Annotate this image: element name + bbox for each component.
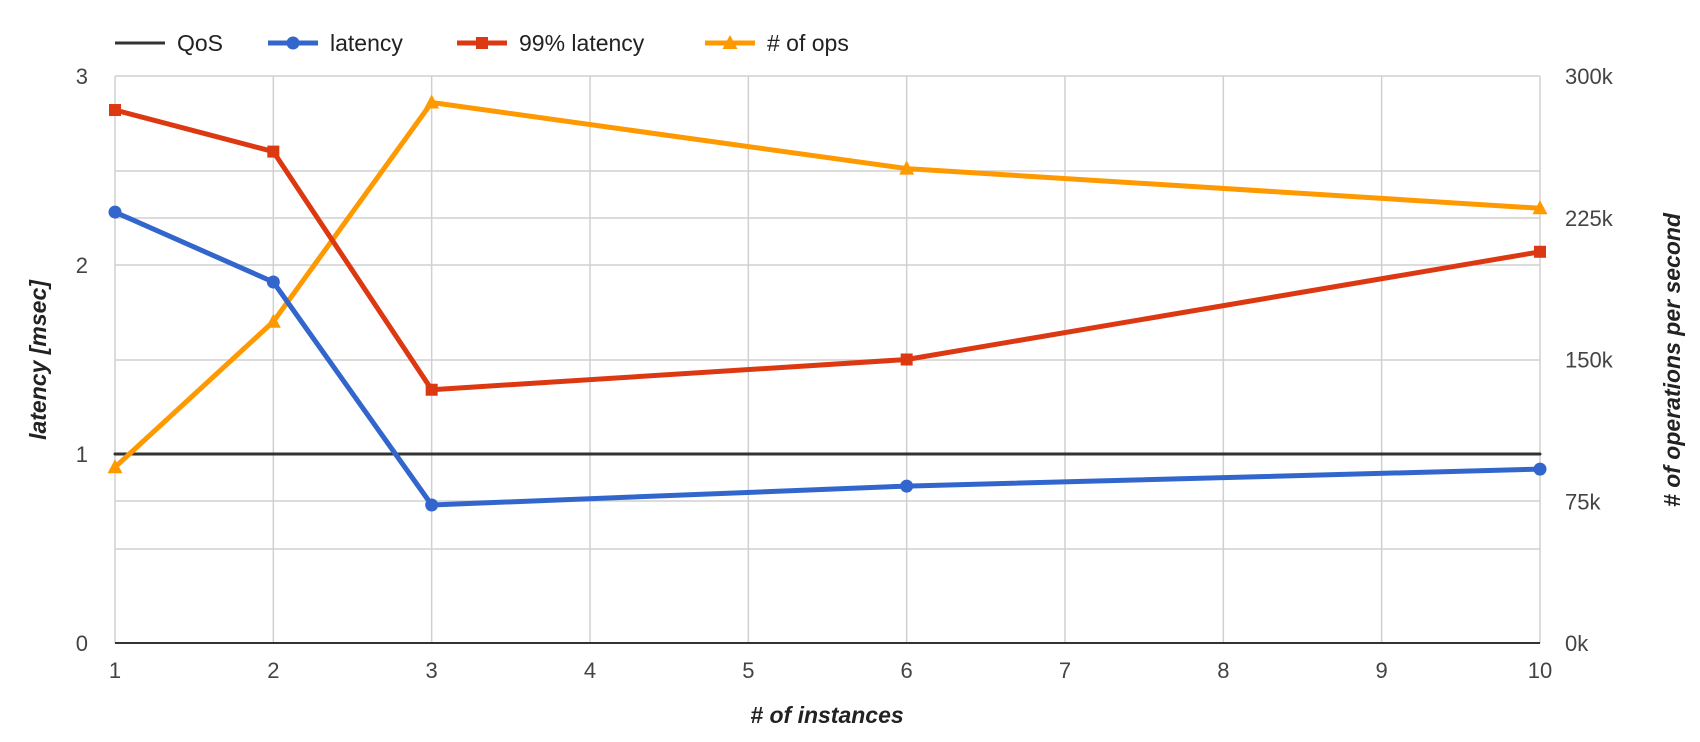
x-tick-label: 1: [109, 658, 121, 683]
left-tick-label: 2: [76, 253, 88, 278]
x-tick-label: 2: [267, 658, 279, 683]
x-tick-label: 8: [1217, 658, 1229, 683]
point-of-ops: [107, 459, 123, 474]
x-tick-label: 3: [426, 658, 438, 683]
right-tick-label: 75k: [1565, 489, 1601, 514]
right-tick-label: 150k: [1565, 348, 1614, 373]
series-line-latency: [112, 209, 1543, 508]
point-99-latency: [267, 145, 280, 158]
x-tick-label: 9: [1376, 658, 1388, 683]
point-of-ops: [424, 94, 440, 109]
axes: # of instances latency [msec] # of opera…: [25, 64, 1685, 728]
legend-label-qos: QoS: [177, 30, 223, 56]
legend: QoS latency 99% latency # of ops: [115, 30, 849, 56]
right-tick-label: 0k: [1565, 631, 1589, 656]
left-tick-label: 3: [76, 64, 88, 89]
point-99-latency: [109, 104, 121, 117]
point-latency: [900, 479, 914, 493]
x-tick-label: 10: [1528, 658, 1552, 683]
series-line-99-latency: [112, 107, 1543, 393]
point-99-latency: [1534, 245, 1546, 258]
left-tick-label: 0: [76, 631, 88, 656]
point-99-latency: [900, 353, 913, 366]
point-latency: [425, 498, 439, 512]
right-tick-label: 225k: [1565, 206, 1614, 231]
left-axis-title: latency [msec]: [25, 279, 51, 440]
legend-label-of-ops: # of ops: [767, 30, 849, 56]
point-latency: [266, 275, 280, 289]
point-of-ops: [899, 160, 915, 175]
x-tick-label: 4: [584, 658, 596, 683]
left-tick-label: 1: [76, 442, 88, 467]
point-latency: [108, 205, 122, 219]
point-of-ops: [1532, 200, 1548, 215]
point-latency: [1533, 462, 1547, 476]
legend-marker-99-latency: [476, 37, 488, 49]
legend-marker-of-ops: [722, 35, 738, 49]
series-line-of-ops: [112, 100, 1543, 470]
right-axis-title: # of operations per second: [1659, 212, 1685, 507]
x-tick-label: 6: [901, 658, 913, 683]
point-of-ops: [265, 313, 281, 328]
legend-marker-latency: [286, 36, 300, 50]
x-tick-label: 5: [742, 658, 754, 683]
legend-label-latency: latency: [330, 30, 403, 56]
series: [107, 94, 1548, 512]
x-axis-title: # of instances: [750, 702, 903, 728]
legend-label-99-latency: 99% latency: [519, 30, 645, 56]
x-tick-label: 7: [1059, 658, 1071, 683]
right-tick-label: 300k: [1565, 64, 1614, 89]
point-99-latency: [425, 383, 438, 396]
